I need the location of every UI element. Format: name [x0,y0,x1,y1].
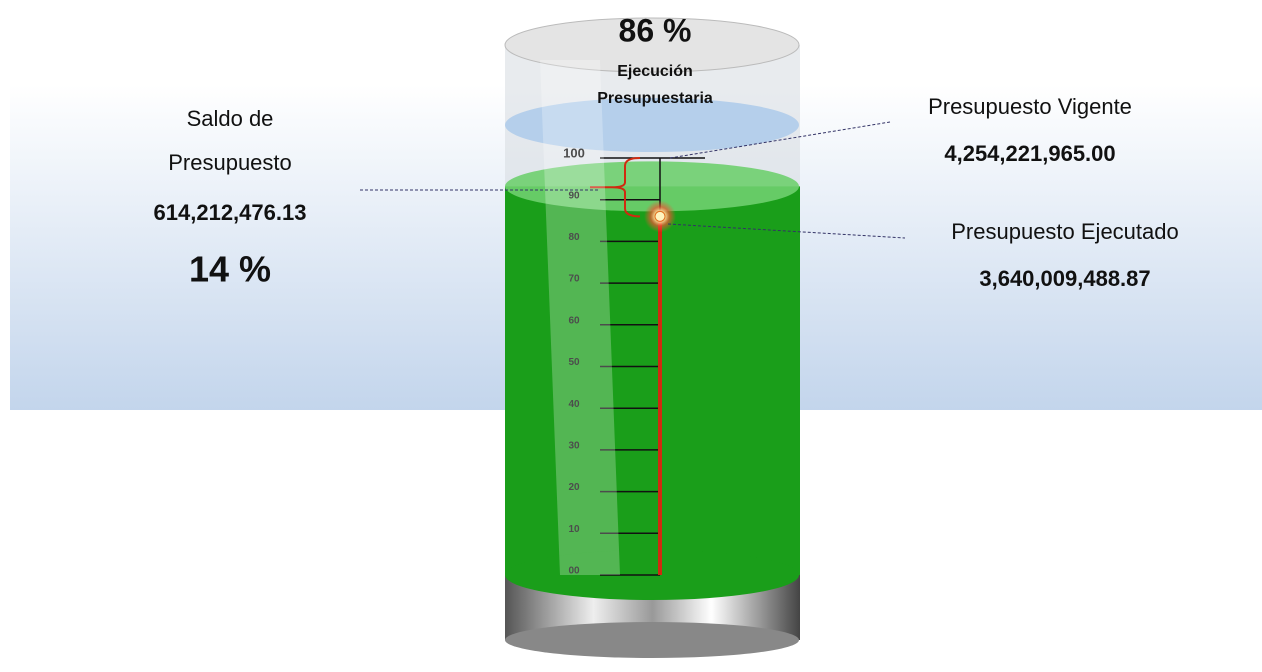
saldo-amount: 614,212,476.13 [154,200,307,225]
ejecutado-amount: 3,640,009,488.87 [979,266,1150,291]
level-dot [654,210,666,222]
saldo-label: Saldo de [187,106,274,131]
tick-label: 20 [568,482,580,493]
vigente-label: Presupuesto Vigente [928,94,1132,119]
liquid-top [505,161,799,212]
glass-top [504,17,800,73]
tick-label: 30 [568,441,580,452]
tick-label: 100 [563,145,585,160]
percent-executed: 86 % [619,12,692,48]
base-bottom [505,622,799,658]
vigente-amount: 4,254,221,965.00 [944,141,1115,166]
title: Ejecución [617,63,693,80]
tick-label: 70 [568,274,580,285]
title: Presupuestaria [597,90,713,107]
liquid [505,186,800,575]
leader-line [669,121,891,159]
percent-remaining: 14 % [189,249,271,290]
glass-water [505,98,799,152]
tick-label: 90 [568,190,580,201]
tick-label: 60 [568,315,580,326]
leader-line [667,223,906,239]
saldo-label: Presupuesto [168,150,292,175]
tick-label: 40 [568,399,580,410]
tick-label: 00 [568,566,580,577]
ejecutado-label: Presupuesto Ejecutado [951,219,1179,244]
tick-label: 80 [568,232,580,243]
tick-label: 10 [568,524,580,535]
reflection [540,60,620,575]
tick-label: 50 [568,357,580,368]
